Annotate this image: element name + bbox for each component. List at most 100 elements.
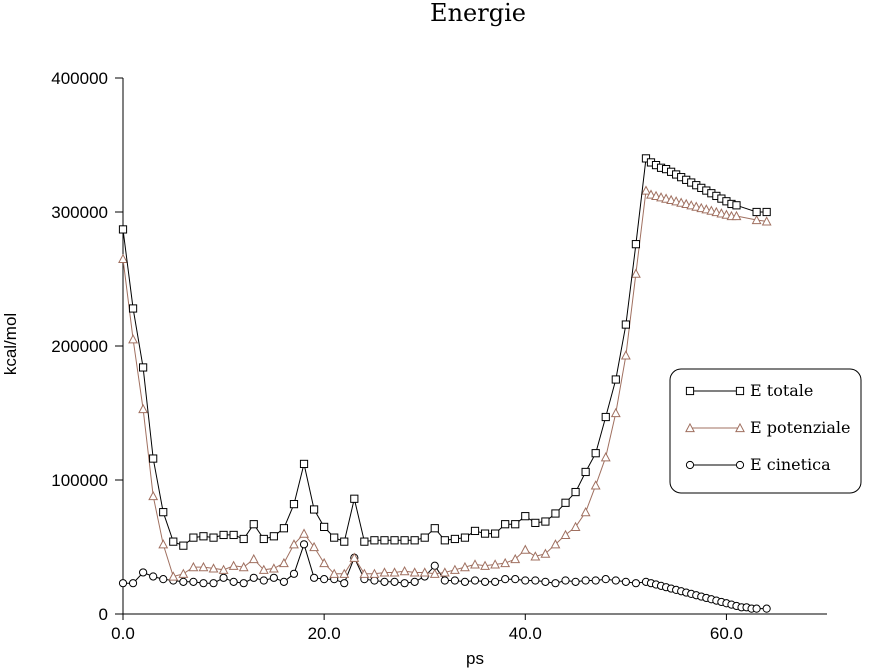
data-point [631,240,641,249]
legend-entry: E potenziale [685,418,851,437]
data-point [289,539,299,549]
data-point [439,567,450,577]
data-point [278,557,289,568]
data-point [530,551,541,561]
data-point [370,536,379,545]
x-tick-label: 0.0 [111,624,135,643]
data-point [400,579,409,588]
data-point [601,575,610,584]
data-point [199,532,208,541]
data-point [751,214,762,225]
data-point [761,216,772,226]
data-point [611,576,620,585]
data-point [550,539,561,549]
data-point [239,579,248,588]
data-point [752,604,761,613]
data-point [390,577,399,586]
data-point [480,577,490,586]
legend-marker [685,386,695,396]
data-point [440,576,449,585]
chart-title: Energie [430,0,526,27]
data-point [621,320,630,329]
data-point [149,572,158,581]
data-point [696,202,707,213]
data-point [118,579,128,588]
data-point [410,536,419,545]
data-point [630,268,641,278]
data-point [561,498,570,507]
legend-marker [735,422,745,433]
data-point [656,192,666,202]
data-point [762,604,771,613]
data-point [159,575,168,584]
data-point [248,553,259,564]
data-point [580,506,591,517]
data-point [409,567,420,577]
data-point [620,350,631,360]
data-point [299,459,309,469]
data-point [540,548,551,558]
data-point [199,579,208,588]
data-point [480,560,490,570]
data-point [591,576,600,585]
data-point [138,403,149,414]
data-point [646,189,656,199]
data-point [179,577,188,586]
legend-marker [735,386,745,396]
data-point [681,198,692,209]
data-point [228,560,239,570]
x-tick-label: 60.0 [710,624,743,643]
data-point [520,544,531,554]
legend-box [669,368,862,494]
data-point [399,565,410,576]
data-point [168,571,179,581]
data-point [701,204,712,214]
legend-marker [735,460,745,470]
data-point [500,557,511,568]
data-point [390,536,399,545]
data-point [571,487,580,497]
legend-marker [685,422,695,433]
data-point [601,412,610,422]
data-point [621,577,630,586]
data-point [279,524,289,533]
data-point [128,579,138,588]
data-point [419,567,430,577]
data-point [752,207,761,217]
data-point [511,575,520,584]
data-point [139,568,148,577]
data-point [511,520,520,529]
data-point [501,575,510,584]
data-point [501,520,510,529]
data-point [218,564,229,574]
data-point [561,576,570,585]
data-point [460,561,470,572]
data-point [118,253,128,263]
data-point [491,577,500,586]
data-point [716,208,727,218]
data-point [349,552,360,562]
data-point [258,564,269,574]
data-point [148,490,159,501]
data-point [229,530,238,540]
data-point [229,577,238,586]
data-point [429,568,440,578]
data-point [581,576,590,585]
data-point [731,210,742,221]
data-point [159,508,168,517]
data-point [551,509,560,518]
data-point [711,206,722,217]
data-point [189,577,198,586]
data-point [641,185,651,195]
data-point [480,529,490,538]
series-e-totale [118,154,771,550]
legend-entry: E totale [685,381,813,400]
data-point [249,573,258,582]
data-point [319,557,330,568]
data-point [259,576,268,585]
data-point [369,568,380,578]
data-point [209,579,218,588]
data-point [128,304,138,313]
data-point [666,194,677,205]
series-layer [118,154,772,613]
